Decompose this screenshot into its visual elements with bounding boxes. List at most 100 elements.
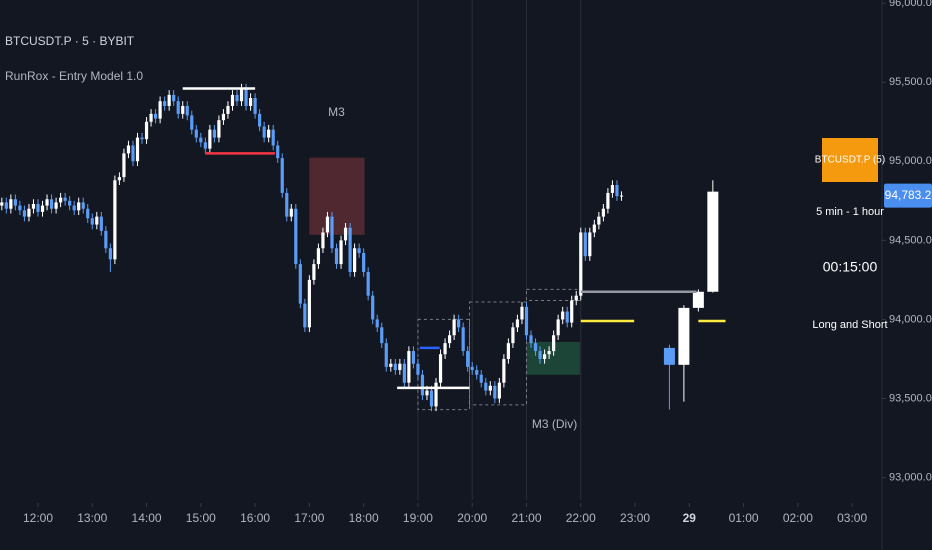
- x-tick-label: 13:00: [77, 511, 107, 525]
- chart-title: BTCUSDT.P · 5 · BYBIT: [5, 34, 135, 48]
- panel-mode: Long and Short: [812, 319, 887, 331]
- candle-body: [475, 370, 479, 375]
- candle-body: [470, 366, 474, 371]
- candle-body: [40, 205, 45, 212]
- candle-body: [158, 101, 162, 119]
- x-tick-label: 22:00: [566, 511, 596, 525]
- y-tick-label: 94,500.0: [889, 234, 932, 246]
- candle-body: [45, 199, 49, 206]
- candle-body: [588, 232, 592, 257]
- candle-body: [239, 88, 244, 102]
- candle-body: [610, 185, 615, 193]
- candle-body: [117, 177, 122, 181]
- y-tick-label: 95,500.0: [889, 76, 932, 88]
- candle-body: [497, 382, 501, 399]
- candle-body: [54, 202, 58, 209]
- x-tick-label: 03:00: [837, 511, 867, 525]
- candle-body: [81, 202, 85, 209]
- candle-body: [565, 311, 569, 323]
- x-tick-label: 15:00: [186, 511, 216, 525]
- candle-body: [402, 363, 406, 383]
- candle-body: [552, 335, 556, 352]
- candle-body: [49, 199, 54, 209]
- x-tick-label: 02:00: [783, 511, 813, 525]
- candle-body: [434, 382, 438, 407]
- x-tick-label: 18:00: [349, 511, 379, 525]
- candle-body: [583, 232, 587, 257]
- candle-body: [90, 218, 94, 225]
- candle-body: [285, 192, 289, 217]
- candle-body: [429, 390, 434, 407]
- candle-body: [289, 208, 293, 217]
- candle-body: [348, 227, 352, 272]
- candle-body: [353, 248, 357, 272]
- candle-body: [135, 137, 140, 162]
- candle-body: [199, 137, 203, 143]
- candle-body: [63, 197, 67, 201]
- candle-body: [86, 208, 90, 219]
- candle-body: [524, 306, 529, 336]
- candle-body: [556, 319, 560, 336]
- candle-body: [601, 208, 605, 217]
- panel-symbol: BTCUSDT.P (5): [815, 155, 885, 166]
- x-tick-label: 12:00: [23, 511, 53, 525]
- candle-body: [203, 142, 207, 149]
- candle-body: [226, 105, 230, 114]
- candle-body: [678, 307, 690, 365]
- candle-body: [592, 224, 596, 233]
- candle-body: [258, 113, 262, 127]
- candle-body: [95, 216, 99, 225]
- candle-body: [212, 129, 216, 138]
- candle-body: [479, 374, 483, 383]
- last-price-label: 94,783.2: [885, 188, 932, 202]
- candle-body: [334, 248, 339, 265]
- candle-body: [407, 351, 411, 383]
- candle-body: [68, 200, 72, 206]
- dashed-zone: [417, 318, 470, 411]
- candle-body: [542, 354, 547, 359]
- candle-body: [416, 363, 420, 375]
- candle-body: [443, 343, 447, 355]
- candle-body: [380, 327, 384, 344]
- candle-body: [27, 208, 31, 217]
- candle-body: [99, 216, 103, 231]
- candle-body: [122, 153, 126, 178]
- candle-body: [176, 101, 180, 114]
- candle-body: [520, 306, 524, 320]
- candle-body: [515, 319, 520, 328]
- x-tick-label: 21:00: [511, 511, 541, 525]
- candle-body: [330, 216, 334, 249]
- y-tick-label: 93,500.0: [889, 392, 932, 404]
- candle-body: [438, 354, 443, 383]
- candle-body: [362, 253, 366, 272]
- candle-body: [217, 120, 221, 138]
- candle-body: [303, 303, 307, 328]
- candle-body: [529, 335, 533, 344]
- candle-body: [502, 358, 506, 383]
- x-tick-label: 23:00: [620, 511, 650, 525]
- candle-body: [316, 248, 321, 265]
- candle-body: [325, 216, 330, 233]
- candle-body: [371, 295, 375, 320]
- candle-body: [149, 113, 153, 122]
- candle-body: [389, 363, 393, 367]
- candle-body: [321, 232, 325, 249]
- candle-body: [235, 94, 239, 102]
- candle-body: [312, 264, 316, 280]
- candle-body: [366, 271, 370, 296]
- candle-body: [0, 202, 4, 206]
- candle-body: [663, 347, 675, 365]
- candle-body: [375, 319, 379, 328]
- candle-body: [253, 98, 257, 114]
- y-tick-label: 94,000.0: [889, 313, 932, 325]
- candle-body: [18, 205, 22, 211]
- candle-body: [190, 115, 194, 130]
- dashed-zone: [468, 301, 527, 406]
- candle-body: [221, 113, 226, 121]
- candle-body: [343, 227, 348, 241]
- candle-body: [144, 121, 149, 140]
- candle-body: [36, 203, 40, 212]
- candle-body: [140, 137, 144, 140]
- candle-body: [262, 126, 266, 138]
